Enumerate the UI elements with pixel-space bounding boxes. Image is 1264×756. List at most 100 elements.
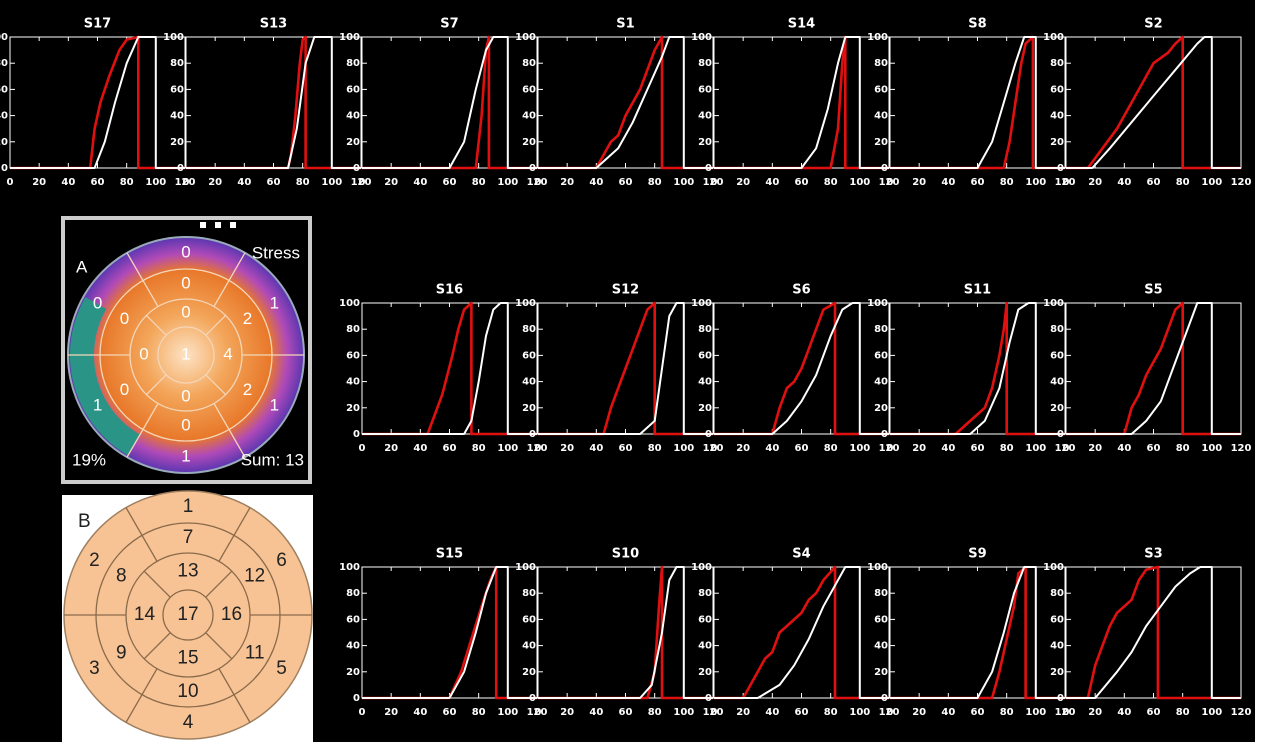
dot	[215, 222, 221, 228]
x-tick-label: 60	[795, 177, 809, 188]
x-tick-label: 20	[1088, 707, 1102, 718]
x-tick-label: 40	[413, 707, 427, 718]
x-tick-label: 0	[887, 177, 894, 188]
chart-title: S8	[968, 17, 986, 32]
x-tick-label: 60	[795, 707, 809, 718]
y-tick-label: 40	[1050, 641, 1064, 652]
x-tick-label: 40	[941, 177, 955, 188]
y-tick-label: 80	[522, 588, 536, 599]
x-tick-label: 60	[795, 443, 809, 454]
x-tick-label: 40	[1117, 443, 1131, 454]
x-tick-label: 100	[673, 443, 694, 454]
x-tick-label: 20	[736, 177, 750, 188]
x-tick-label: 0	[7, 177, 14, 188]
x-tick-label: 60	[1147, 177, 1161, 188]
x-tick-label: 40	[941, 443, 955, 454]
x-tick-label: 20	[32, 177, 46, 188]
y-tick-label: 40	[874, 111, 888, 122]
x-tick-label: 40	[765, 177, 779, 188]
segment-label: 4	[183, 712, 194, 733]
y-tick-label: 40	[346, 641, 360, 652]
x-tick-label: 20	[912, 443, 926, 454]
y-tick-label: 60	[346, 614, 360, 625]
chart-title: S7	[440, 17, 458, 32]
y-tick-label: 20	[698, 667, 712, 678]
y-tick-label: 100	[339, 298, 360, 309]
chart-title: S6	[792, 283, 810, 298]
x-tick-label: 0	[359, 443, 366, 454]
y-tick-label: 0	[705, 693, 712, 704]
y-tick-label: 60	[170, 84, 184, 95]
y-tick-label: 0	[529, 693, 536, 704]
x-tick-label: 80	[1000, 177, 1014, 188]
x-tick-label: 40	[589, 443, 603, 454]
segment-label: 7	[183, 527, 194, 548]
x-tick-label: 80	[296, 177, 310, 188]
segment-label: 15	[177, 648, 198, 669]
x-tick-label: 100	[849, 177, 870, 188]
x-tick-label: 100	[673, 177, 694, 188]
y-tick-label: 60	[0, 84, 8, 95]
y-tick-label: 0	[881, 163, 888, 174]
segment-label: 2	[243, 309, 252, 328]
x-tick-label: 80	[648, 177, 662, 188]
x-tick-label: 20	[384, 177, 398, 188]
y-tick-label: 80	[874, 58, 888, 69]
x-tick-label: 0	[1063, 443, 1070, 454]
x-tick-label: 80	[1000, 707, 1014, 718]
segment-label: 12	[244, 566, 265, 587]
y-tick-label: 40	[874, 377, 888, 388]
y-tick-label: 80	[0, 58, 8, 69]
chart-title: S10	[612, 547, 639, 562]
y-tick-label: 0	[353, 163, 360, 174]
y-tick-label: 100	[0, 32, 8, 43]
y-tick-label: 0	[529, 429, 536, 440]
segment-label: 2	[89, 550, 100, 571]
y-tick-label: 60	[1050, 84, 1064, 95]
y-tick-label: 40	[522, 377, 536, 388]
x-tick-label: 0	[711, 707, 718, 718]
y-tick-label: 40	[170, 111, 184, 122]
y-tick-label: 80	[522, 324, 536, 335]
x-tick-label: 20	[1088, 443, 1102, 454]
y-tick-label: 40	[0, 111, 8, 122]
segment-label: 3	[89, 658, 100, 679]
segment-label: 1	[270, 293, 279, 312]
y-tick-label: 0	[705, 163, 712, 174]
y-tick-label: 100	[1043, 562, 1064, 573]
x-tick-label: 100	[1201, 707, 1222, 718]
x-tick-label: 60	[619, 443, 633, 454]
y-tick-label: 80	[346, 324, 360, 335]
segment-label: 9	[116, 643, 127, 664]
x-tick-label: 80	[1176, 443, 1190, 454]
y-tick-label: 80	[1050, 588, 1064, 599]
chart-title: S9	[968, 547, 986, 562]
y-tick-label: 20	[698, 403, 712, 414]
chart-title: S4	[792, 547, 810, 562]
x-tick-label: 0	[887, 443, 894, 454]
x-tick-label: 0	[1063, 177, 1070, 188]
x-tick-label: 60	[443, 177, 457, 188]
x-tick-label: 40	[1117, 177, 1131, 188]
segment-label: 2	[243, 380, 252, 399]
y-tick-label: 40	[346, 111, 360, 122]
x-tick-label: 100	[497, 177, 518, 188]
segment-label: 0	[181, 415, 190, 434]
x-tick-label: 60	[443, 443, 457, 454]
y-tick-label: 60	[522, 84, 536, 95]
y-tick-label: 0	[1057, 429, 1064, 440]
x-tick-label: 120	[1231, 177, 1252, 188]
x-tick-label: 40	[765, 707, 779, 718]
y-tick-label: 40	[522, 111, 536, 122]
segment-label: 0	[120, 380, 129, 399]
x-tick-label: 100	[1025, 707, 1046, 718]
y-tick-label: 20	[522, 137, 536, 148]
x-tick-label: 40	[941, 707, 955, 718]
y-tick-label: 100	[691, 298, 712, 309]
x-tick-label: 60	[267, 177, 281, 188]
x-tick-label: 80	[648, 707, 662, 718]
x-tick-label: 100	[673, 707, 694, 718]
segment-label: 1	[181, 446, 190, 465]
x-tick-label: 20	[560, 707, 574, 718]
figure: 00111100002200041AStress19%Sum: 13 12345…	[0, 0, 1264, 752]
